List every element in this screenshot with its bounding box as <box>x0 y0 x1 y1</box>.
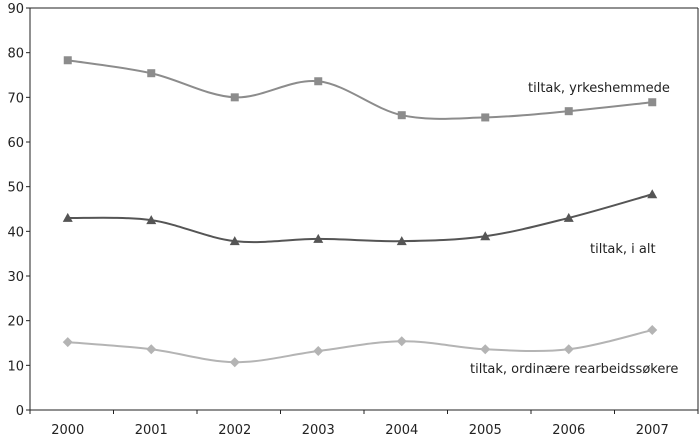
data-point-square <box>230 93 239 102</box>
data-point-square <box>481 113 490 122</box>
data-point-triangle <box>62 212 73 222</box>
series-line-1 <box>67 193 653 244</box>
x-tick-label: 2003 <box>302 423 335 438</box>
series-label-ordinaere: tiltak, ordinære rearbeidssøkere <box>470 362 678 377</box>
data-point-triangle <box>146 215 157 225</box>
series-group <box>62 56 658 368</box>
y-tick-label: 80 <box>7 47 24 62</box>
data-point-square <box>564 107 573 116</box>
series-label-i-alt: tiltak, i alt <box>590 242 656 257</box>
axes: 0 10 20 30 40 50 60 70 80 90 2000 2001 2002 2003 2004 2… <box>7 2 699 438</box>
y-tick-label: 0 <box>16 404 24 419</box>
data-point-triangle <box>480 231 491 241</box>
y-tick-label: 40 <box>7 225 24 240</box>
data-point-diamond <box>396 336 407 347</box>
data-point-diamond <box>647 325 658 336</box>
x-tick-label: 2006 <box>552 423 585 438</box>
y-tick-label: 90 <box>7 2 24 17</box>
x-tick-label: 2007 <box>636 423 669 438</box>
data-point-triangle <box>229 236 240 246</box>
data-point-diamond <box>313 346 324 357</box>
y-tick-label: 60 <box>7 136 24 151</box>
y-tick-label: 70 <box>7 91 24 106</box>
x-tick-label: 2004 <box>385 423 418 438</box>
data-point-triangle <box>396 236 407 246</box>
x-tick-label: 2002 <box>218 423 251 438</box>
data-point-square <box>648 98 657 107</box>
y-tick-label: 10 <box>7 359 24 374</box>
x-tick-label: 2005 <box>469 423 502 438</box>
data-point-triangle <box>313 233 324 243</box>
data-point-square <box>314 77 323 86</box>
data-point-diamond <box>563 344 574 355</box>
x-tick-label: 2001 <box>135 423 168 438</box>
data-point-diamond <box>480 344 491 355</box>
data-point-triangle <box>563 212 574 222</box>
data-point-square <box>147 69 156 78</box>
y-tick-label: 20 <box>7 315 24 330</box>
data-point-square <box>397 111 406 120</box>
y-tick-label: 50 <box>7 181 24 196</box>
series-line-2 <box>67 329 653 364</box>
data-point-triangle <box>647 189 658 199</box>
data-point-square <box>63 56 72 65</box>
data-point-diamond <box>229 357 240 368</box>
x-tick-label: 2000 <box>51 423 84 438</box>
y-tick-label: 30 <box>7 270 24 285</box>
data-point-diamond <box>62 337 73 348</box>
series-line-0 <box>67 59 653 120</box>
data-point-diamond <box>146 344 157 355</box>
series-label-yrkeshemmede: tiltak, yrkeshemmede <box>528 81 670 96</box>
